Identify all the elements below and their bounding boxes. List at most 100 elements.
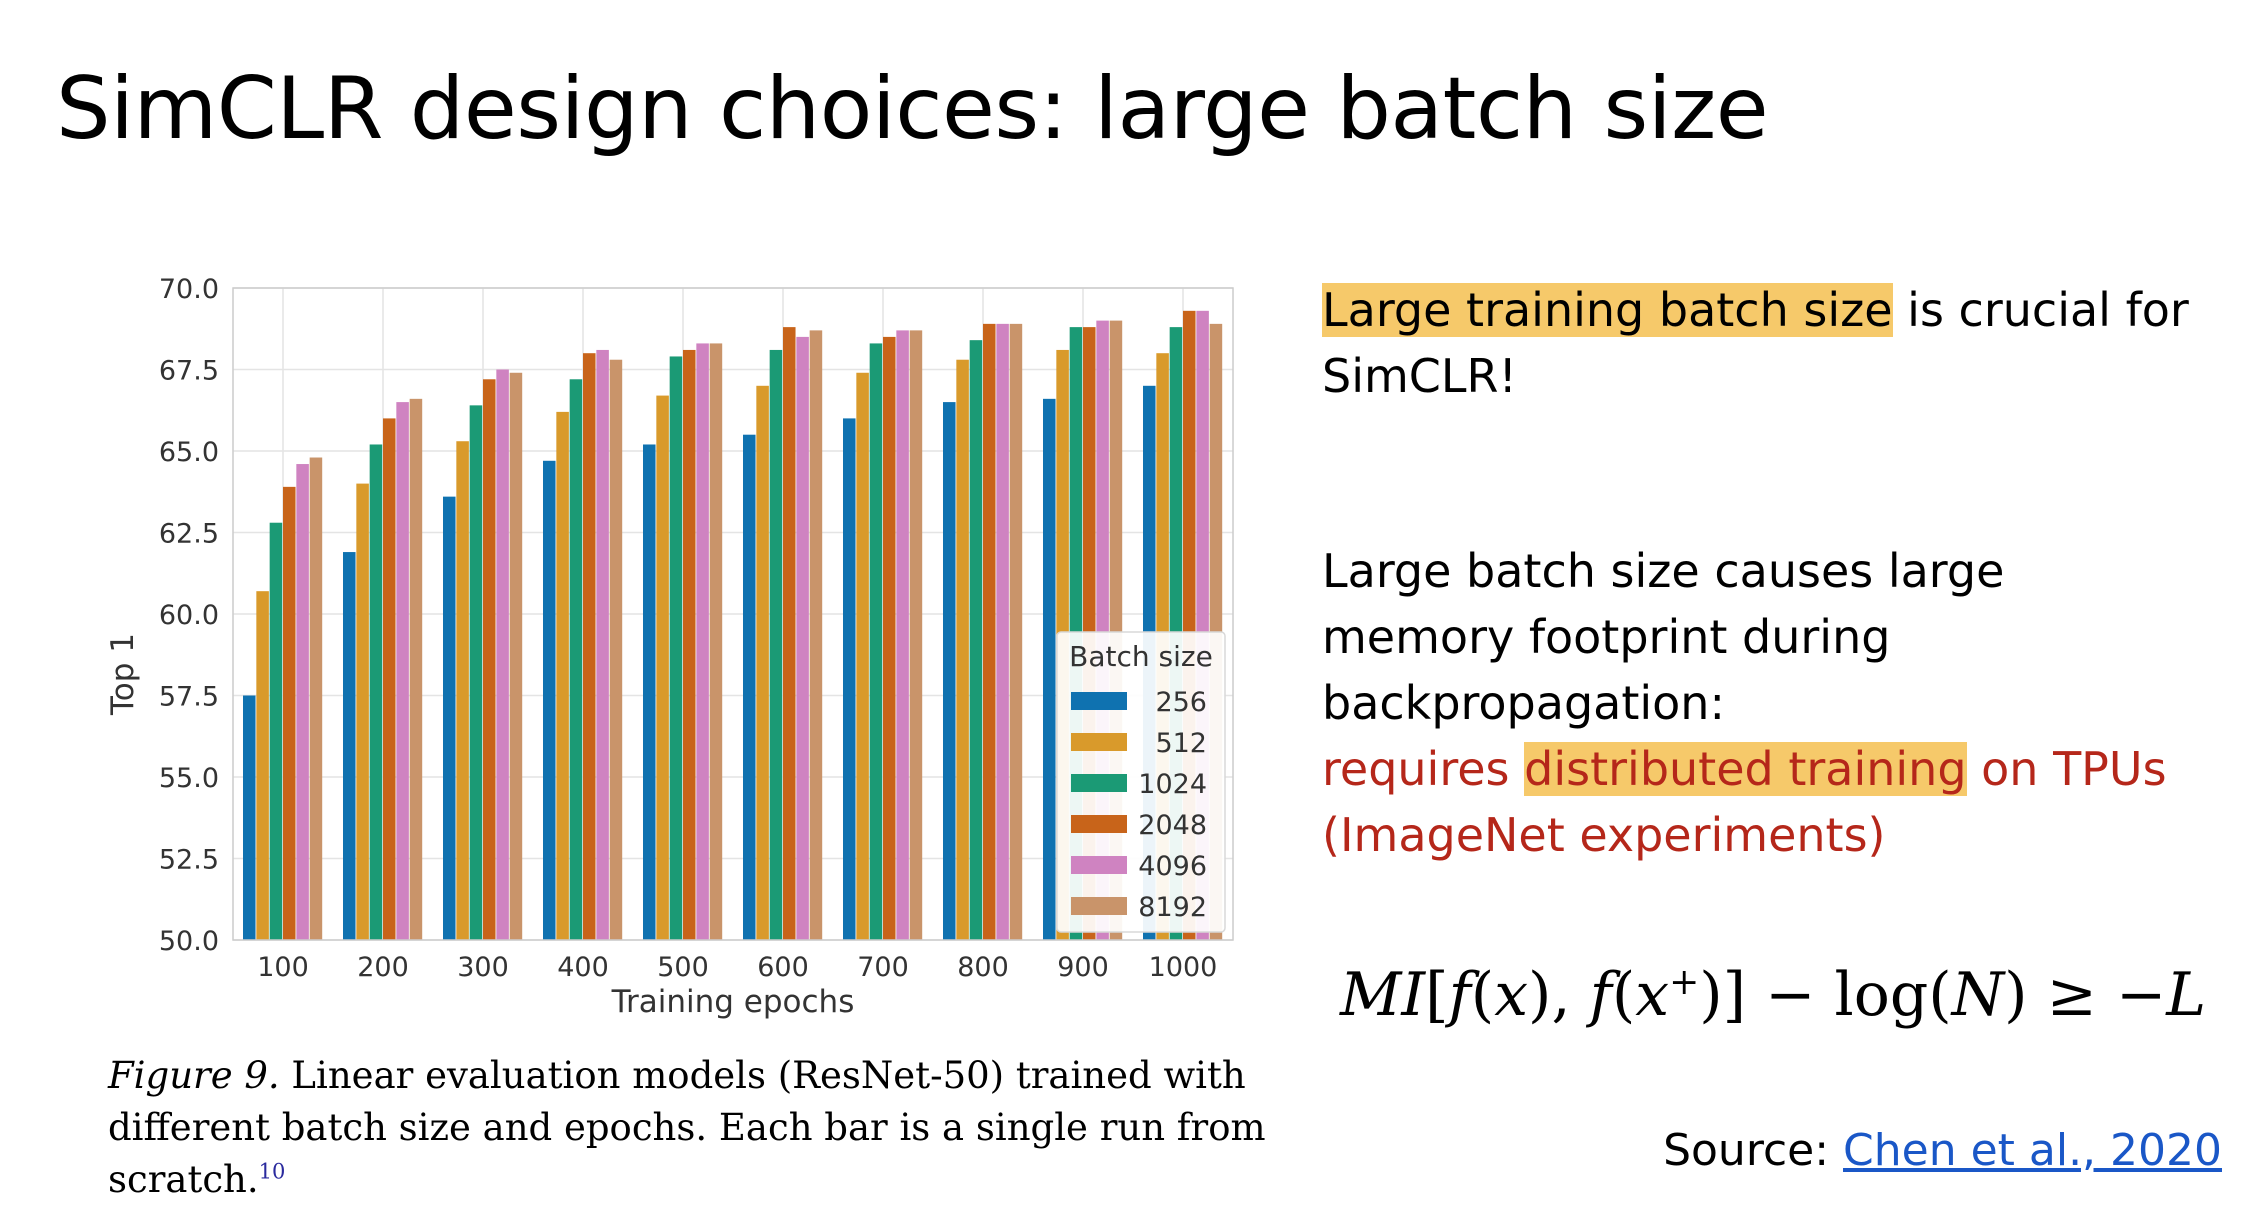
bar-4096-epoch-400: [596, 349, 609, 940]
figure-label: Figure 9.: [108, 1054, 280, 1097]
legend-title: Batch size: [1069, 640, 1213, 673]
bar-1024-epoch-200: [369, 444, 383, 940]
bar-512-epoch-700: [856, 372, 869, 940]
bar-4096-epoch-600: [796, 336, 809, 940]
bar-4096-epoch-500: [696, 343, 709, 940]
legend-swatch-8192: [1071, 897, 1127, 915]
bar-2048-epoch-600: [783, 327, 796, 940]
tpu-text: on TPUs (ImageNet experiments): [1322, 742, 2167, 862]
bar-1024-epoch-100: [269, 522, 283, 940]
batch-size-bar-chart: 50.0 52.5 55.0 57.5 60.0 62.5 65.0 67.5 70.0 100 2…: [105, 274, 1234, 1020]
bar-256-epoch-200: [343, 552, 356, 940]
bar-2048-epoch-500: [683, 349, 696, 940]
bar-256-epoch-600: [743, 434, 756, 940]
bar-512-epoch-200: [356, 483, 369, 940]
bar-2048-epoch-700: [883, 336, 896, 940]
y-axis-label: Top 1: [105, 633, 141, 716]
legend-label-2048: 2048: [1138, 810, 1207, 841]
bar-4096-epoch-300: [496, 369, 509, 940]
bar-256-epoch-700: [843, 418, 856, 940]
x-axis-label: Training epochs: [611, 984, 855, 1020]
y-tick-label: 50.0: [159, 926, 219, 957]
x-tick-label: 100: [257, 952, 309, 983]
bar-2048-epoch-400: [583, 353, 596, 940]
bar-2048-epoch-300: [483, 379, 496, 940]
batch-size-claim: Large training batch size is crucial for…: [1322, 277, 2202, 409]
bar-256-epoch-400: [543, 460, 556, 940]
bar-512-epoch-800: [956, 359, 969, 941]
legend-label-8192: 8192: [1138, 892, 1207, 923]
y-tick-label: 62.5: [159, 519, 219, 550]
bar-1024-epoch-600: [769, 349, 783, 940]
x-tick-label: 200: [357, 952, 409, 983]
legend-swatch-4096: [1071, 856, 1127, 874]
source-link[interactable]: Chen et al., 2020: [1843, 1125, 2222, 1176]
bar-256-epoch-100: [243, 695, 256, 940]
tick-labels: 50.0 52.5 55.0 57.5 60.0 62.5 65.0 67.5 70.0 100 2…: [159, 274, 1217, 983]
y-tick-label: 55.0: [159, 763, 219, 794]
legend: Batch size 256 512 1024 2048 4096 8192: [1056, 631, 1226, 933]
legend-swatch-512: [1071, 733, 1127, 751]
bar-1024-epoch-400: [569, 379, 583, 940]
slide-title: SimCLR design choices: large batch size: [56, 59, 1769, 159]
bar-512-epoch-400: [556, 411, 569, 940]
y-tick-label: 67.5: [159, 356, 219, 387]
mutual-information-formula: MI[f(x), f(x+)] − log(N) ≥ −L: [1340, 960, 2207, 1030]
bar-256-epoch-500: [643, 444, 656, 940]
figure-caption: Figure 9. Linear evaluation models (ResN…: [108, 1050, 1278, 1206]
y-tick-label: 60.0: [159, 600, 219, 631]
x-tick-label: 400: [557, 952, 609, 983]
x-tick-label: 800: [957, 952, 1009, 983]
requires-text: requires: [1322, 742, 1525, 796]
legend-swatch-2048: [1071, 815, 1127, 833]
highlight-large-training-batch-size: Large training batch size: [1322, 283, 1893, 337]
bar-4096-epoch-100: [296, 464, 309, 940]
bar-512-epoch-600: [756, 385, 769, 940]
legend-swatch-1024: [1071, 774, 1127, 792]
bar-512-epoch-500: [656, 395, 669, 940]
plot-frame: [232, 287, 1234, 941]
legend-label-256: 256: [1155, 687, 1207, 718]
bar-2048-epoch-800: [983, 323, 996, 940]
bar-8192-epoch-600: [809, 330, 823, 940]
y-tick-label: 65.0: [159, 437, 219, 468]
source-citation: Source: Chen et al., 2020: [1663, 1125, 2222, 1176]
bar-4096-epoch-800: [996, 323, 1009, 940]
x-tick-label: 700: [857, 952, 909, 983]
y-tick-label: 57.5: [159, 682, 219, 713]
legend-swatch-256: [1071, 692, 1127, 710]
bar-256-epoch-300: [443, 496, 456, 940]
highlight-distributed-training: distributed training: [1524, 742, 1967, 796]
bar-1024-epoch-700: [869, 343, 883, 940]
bars: [243, 310, 1223, 941]
bar-4096-epoch-200: [396, 402, 409, 941]
bar-1024-epoch-500: [669, 356, 683, 941]
y-tick-label: 70.0: [159, 274, 219, 305]
legend-label-1024: 1024: [1138, 769, 1207, 800]
legend-label-512: 512: [1155, 728, 1207, 759]
bar-4096-epoch-700: [896, 330, 909, 940]
memory-note-text: Large batch size causes large memory foo…: [1322, 544, 2005, 730]
bar-1024-epoch-800: [969, 340, 983, 940]
bar-1024-epoch-300: [469, 405, 483, 940]
x-tick-label: 900: [1057, 952, 1109, 983]
bar-2048-epoch-100: [283, 486, 296, 940]
y-tick-label: 52.5: [159, 845, 219, 876]
x-tick-label: 600: [757, 952, 809, 983]
memory-footprint-note: Large batch size causes large memory foo…: [1322, 538, 2202, 868]
bar-8192-epoch-800: [1009, 323, 1023, 940]
bar-8192-epoch-500: [709, 343, 723, 940]
bar-8192-epoch-700: [909, 330, 923, 940]
bar-8192-epoch-300: [509, 372, 523, 940]
figure-caption-text: Linear evaluation models (ResNet-50) tra…: [108, 1054, 1266, 1201]
footnote-marker[interactable]: 10: [258, 1159, 286, 1184]
bar-256-epoch-800: [943, 402, 956, 941]
bar-8192-epoch-400: [609, 359, 623, 941]
bar-8192-epoch-200: [409, 398, 423, 941]
source-prefix: Source:: [1663, 1125, 1844, 1176]
bar-8192-epoch-100: [309, 457, 323, 940]
bar-512-epoch-300: [456, 441, 469, 940]
x-tick-label: 500: [657, 952, 709, 983]
legend-label-4096: 4096: [1138, 851, 1207, 882]
bar-2048-epoch-200: [383, 418, 396, 940]
